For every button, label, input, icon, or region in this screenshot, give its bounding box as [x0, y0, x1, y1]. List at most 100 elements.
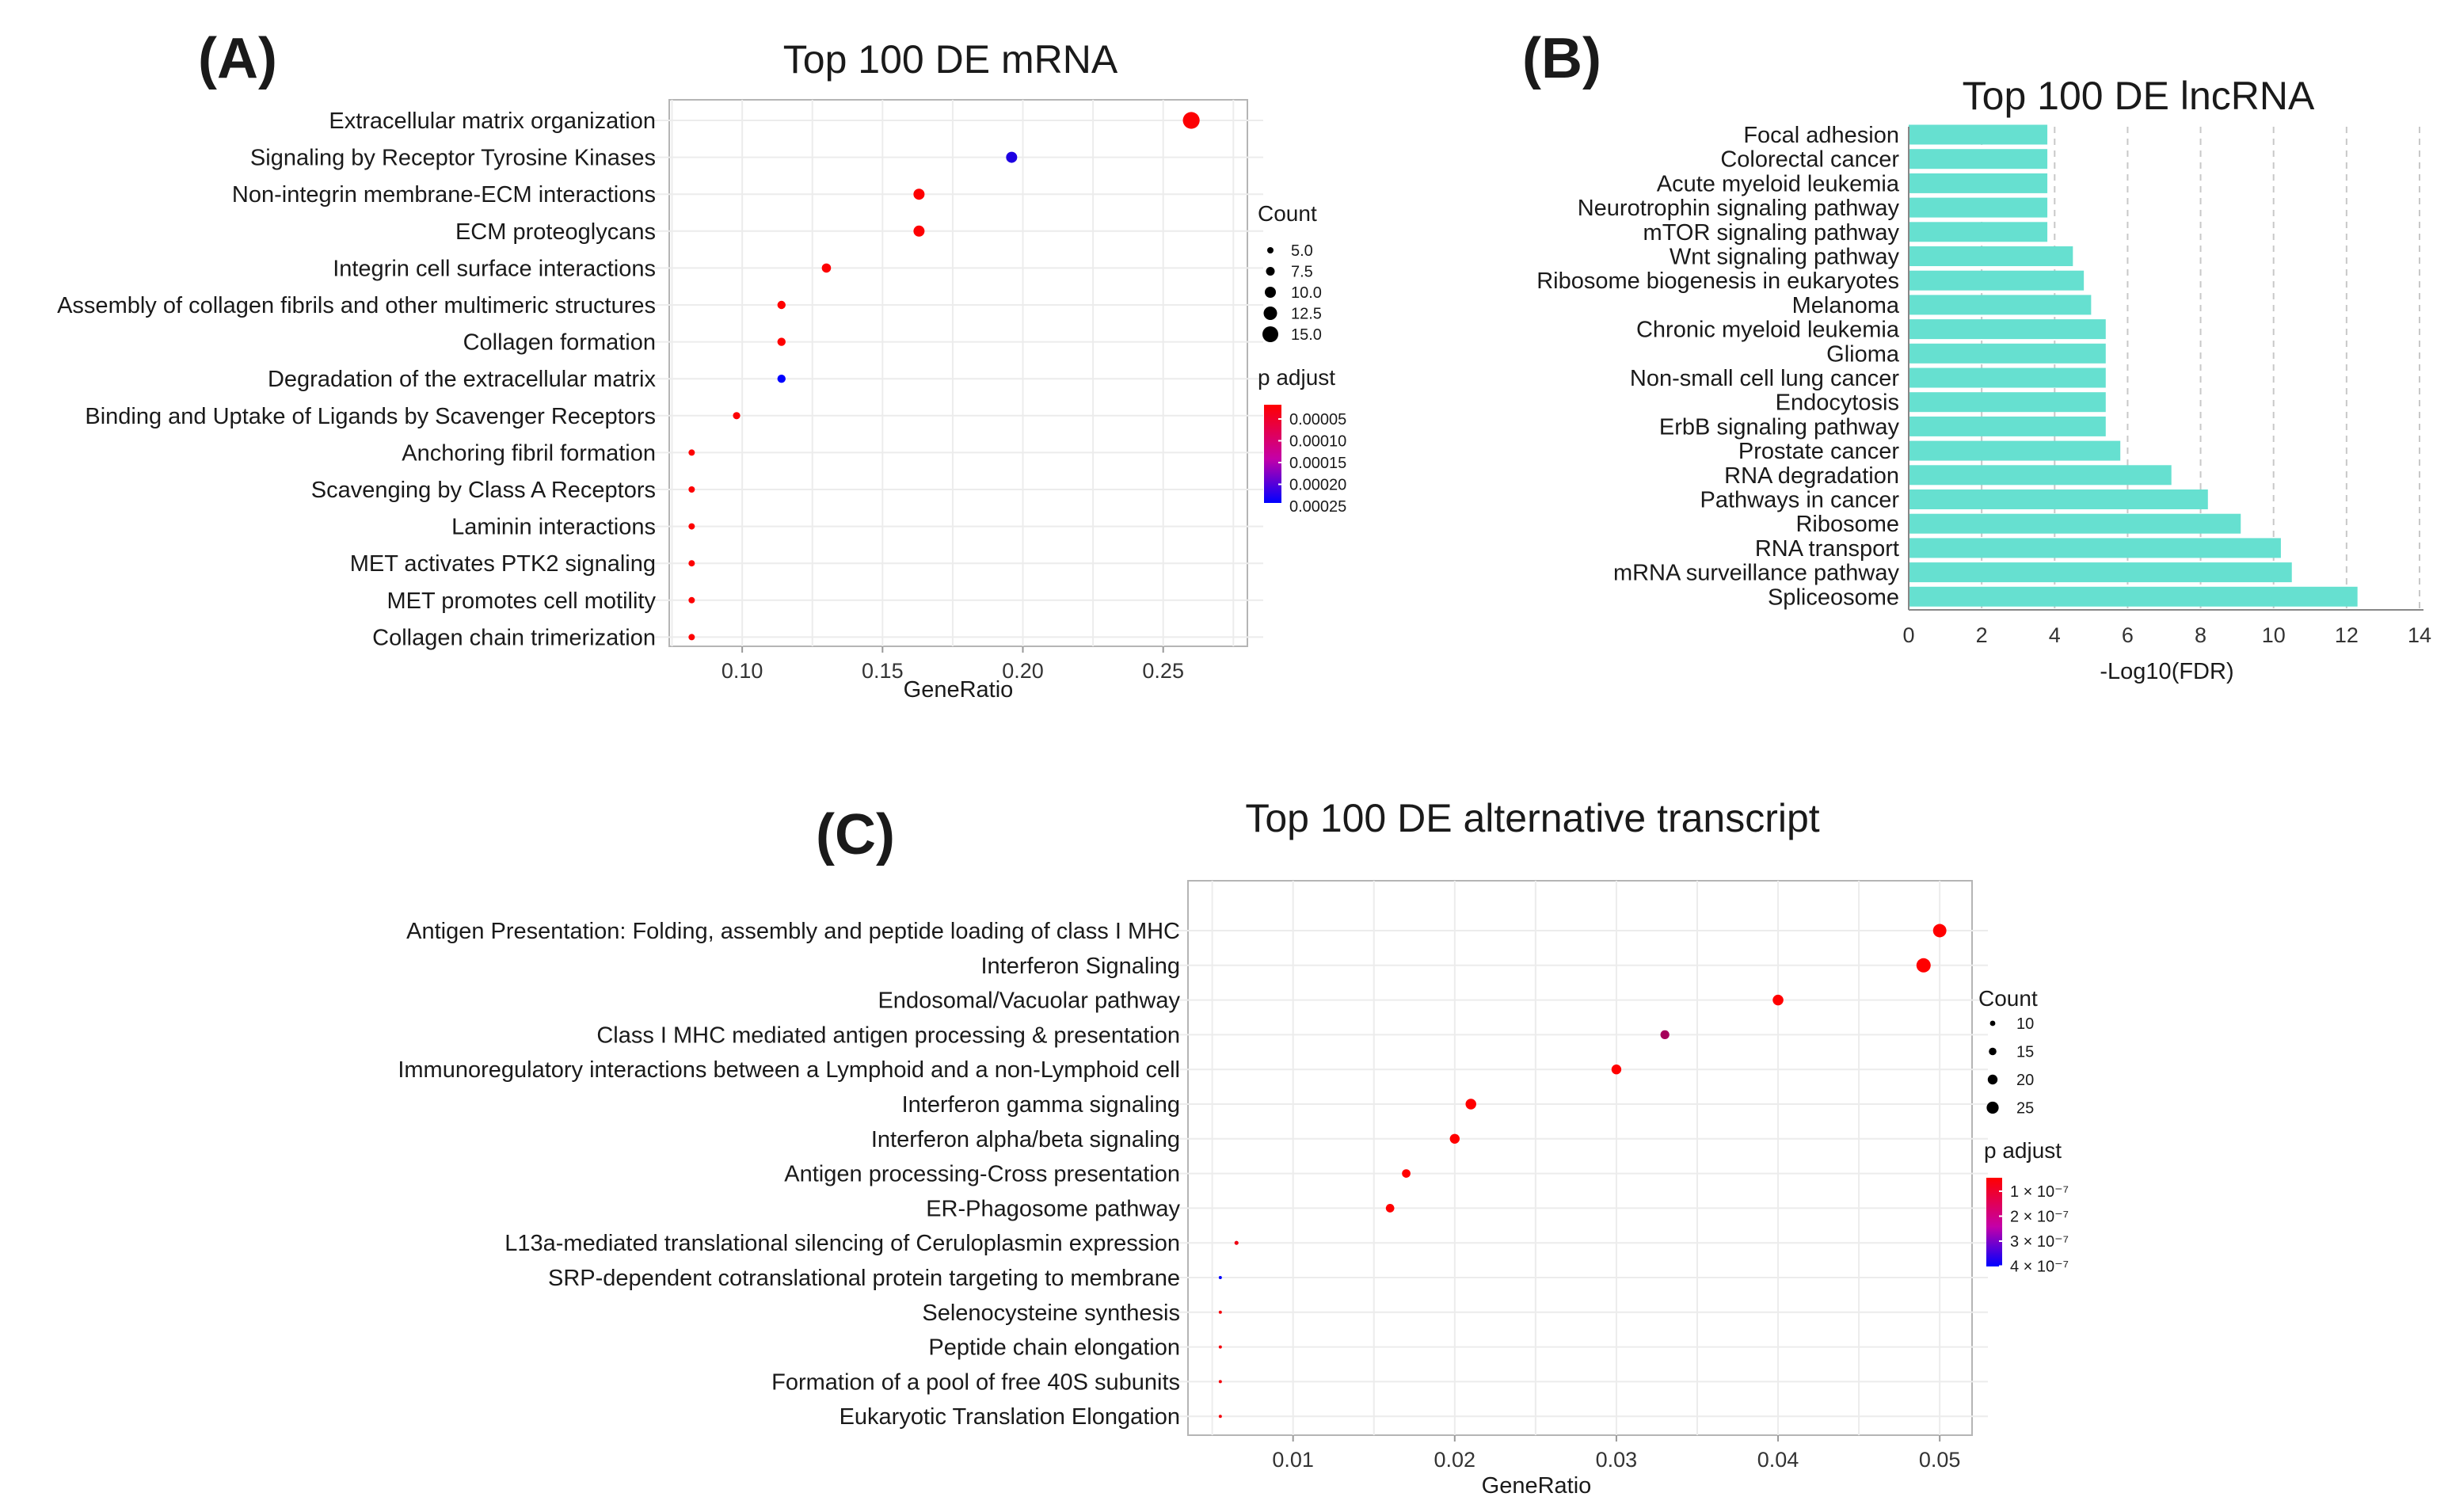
panel-c-colorbar — [1986, 1178, 2002, 1266]
bar — [1909, 538, 2281, 558]
category-label: Laminin interactions — [451, 515, 656, 540]
count-legend-dot — [1266, 267, 1275, 276]
count-legend-dot — [1263, 307, 1277, 320]
data-point — [1402, 1169, 1411, 1178]
category-label: MET activates PTK2 signaling — [350, 551, 656, 577]
category-label: Chronic myeloid leukemia — [1636, 318, 1900, 343]
category-label: Scavenging by Class A Receptors — [311, 478, 656, 503]
category-label: Endosomal/Vacuolar pathway — [878, 988, 1180, 1014]
category-label: Endocytosis — [1776, 390, 1899, 416]
x-tick-label: 6 — [2122, 623, 2134, 647]
category-label: Non-small cell lung cancer — [1630, 366, 1899, 391]
padjust-legend-label: 4 × 10⁻⁷ — [2010, 1259, 2069, 1276]
bar — [1909, 173, 2048, 193]
data-point — [1234, 1240, 1239, 1245]
category-label: Extracellular matrix organization — [329, 109, 656, 134]
data-point — [1932, 924, 1947, 938]
data-point — [688, 449, 695, 456]
data-point — [688, 560, 695, 567]
x-tick-label: 0.25 — [1142, 659, 1184, 683]
panel-a-points — [688, 112, 1200, 641]
panel-b-x-ticks: 0 2 4 6 8 10 12 14 — [1902, 623, 2431, 647]
x-tick-label: 10 — [2262, 623, 2286, 647]
category-label: Peptide chain elongation — [928, 1335, 1180, 1361]
count-legend-label: 25 — [2016, 1100, 2034, 1118]
panel-c-padjust-legend: p adjust 1 × 10⁻⁷ 2 × 10⁻⁷ 3 × 10⁻⁷ 4 × 10⁻… — [1984, 1138, 2069, 1276]
x-tick-label: 4 — [2049, 623, 2061, 647]
x-tick-label: 0.15 — [862, 659, 904, 683]
data-point — [688, 523, 695, 530]
bar — [1909, 489, 2208, 509]
panel-b-x-axis-title: -Log10(FDR) — [2100, 659, 2233, 684]
bar — [1909, 416, 2106, 436]
x-tick-label: 8 — [2195, 623, 2206, 647]
category-label: Binding and Uptake of Ligands by Scaveng… — [85, 404, 656, 429]
category-label: Neurotrophin signaling pathway — [1578, 196, 1900, 221]
x-tick-label: 0.20 — [1002, 659, 1044, 683]
data-point — [688, 634, 695, 641]
panel-c-count-legend-title: Count — [1978, 986, 2038, 1011]
panel-a-x-axis-title: GeneRatio — [904, 677, 1014, 703]
category-label: SRP-dependent cotranslational protein ta… — [548, 1266, 1180, 1291]
panel-a: (A) Top 100 DE mRNA Extracellular matrix… — [57, 27, 1346, 703]
category-label: RNA transport — [1755, 536, 1899, 562]
category-label: Immunoregulatory interactions between a … — [398, 1057, 1180, 1083]
panel-a-count-legend: Count 5.0 7.5 10.0 12.5 15.0 — [1258, 201, 1322, 344]
category-label: Degradation of the extracellular matrix — [268, 367, 657, 392]
bar — [1909, 562, 2292, 583]
category-label: Integrin cell surface interactions — [333, 256, 656, 281]
padjust-legend-label: 0.00015 — [1289, 455, 1346, 472]
category-label: Colorectal cancer — [1720, 147, 1899, 173]
data-point — [1465, 1099, 1476, 1110]
padjust-legend-label: 0.00005 — [1289, 411, 1346, 428]
x-tick-label: 0.01 — [1272, 1448, 1314, 1472]
category-label: RNA degradation — [1724, 463, 1899, 489]
padjust-legend-label: 3 × 10⁻⁷ — [2010, 1233, 2069, 1251]
bar — [1909, 270, 2085, 291]
count-legend-dot — [1989, 1020, 1996, 1026]
data-point — [1660, 1030, 1670, 1040]
panel-c-plot-area — [1187, 880, 1973, 1436]
category-label: mRNA surveillance pathway — [1613, 561, 1900, 586]
data-point — [688, 486, 695, 493]
category-label: Ribosome biogenesis in eukaryotes — [1536, 269, 1899, 294]
panel-a-plot-area — [668, 99, 1248, 647]
panel-a-x-ticks: 0.10 0.15 0.20 0.25 — [722, 646, 1184, 683]
data-point — [1218, 1345, 1222, 1349]
panel-c-label: (C) — [816, 803, 895, 866]
data-point — [1449, 1133, 1460, 1144]
panel-c: (C) Top 100 DE alternative transcript An… — [398, 796, 2069, 1499]
bar — [1909, 440, 2121, 461]
bar — [1909, 319, 2106, 340]
bar — [1909, 197, 2048, 218]
category-label: Interferon alpha/beta signaling — [871, 1127, 1180, 1152]
data-point — [1006, 151, 1018, 163]
bar — [1909, 513, 2241, 534]
data-point — [1182, 112, 1200, 129]
panel-c-count-legend: Count 10 15 20 25 — [1978, 986, 2038, 1118]
panel-c-padjust-legend-title: p adjust — [1984, 1138, 2062, 1163]
bar — [1909, 295, 2092, 315]
data-point — [913, 189, 925, 200]
data-point — [777, 375, 786, 383]
panel-c-points — [1218, 924, 1947, 1419]
bar — [1909, 149, 2048, 169]
category-label: Antigen processing-Cross presentation — [784, 1162, 1180, 1187]
category-label: Class I MHC mediated antigen processing … — [596, 1023, 1180, 1048]
panel-c-title: Top 100 DE alternative transcript — [1245, 796, 1819, 840]
bar — [1909, 124, 2048, 145]
count-legend-label: 5.0 — [1291, 242, 1313, 260]
category-label: Eukaryotic Translation Elongation — [840, 1404, 1180, 1430]
category-label: Selenocysteine synthesis — [922, 1301, 1180, 1326]
x-tick-label: 0.04 — [1757, 1448, 1799, 1472]
bar — [1909, 465, 2172, 486]
panel-a-category-labels: Extracellular matrix organization Signali… — [57, 109, 656, 650]
x-tick-label: 2 — [1976, 623, 1988, 647]
data-point — [777, 337, 786, 346]
category-label: mTOR signaling pathway — [1643, 220, 1900, 246]
panel-a-title: Top 100 DE mRNA — [783, 37, 1118, 82]
category-label: ECM proteoglycans — [455, 219, 656, 245]
panel-b-title: Top 100 DE lncRNA — [1963, 74, 2315, 118]
data-point — [1385, 1204, 1395, 1213]
data-point — [1218, 1380, 1222, 1384]
